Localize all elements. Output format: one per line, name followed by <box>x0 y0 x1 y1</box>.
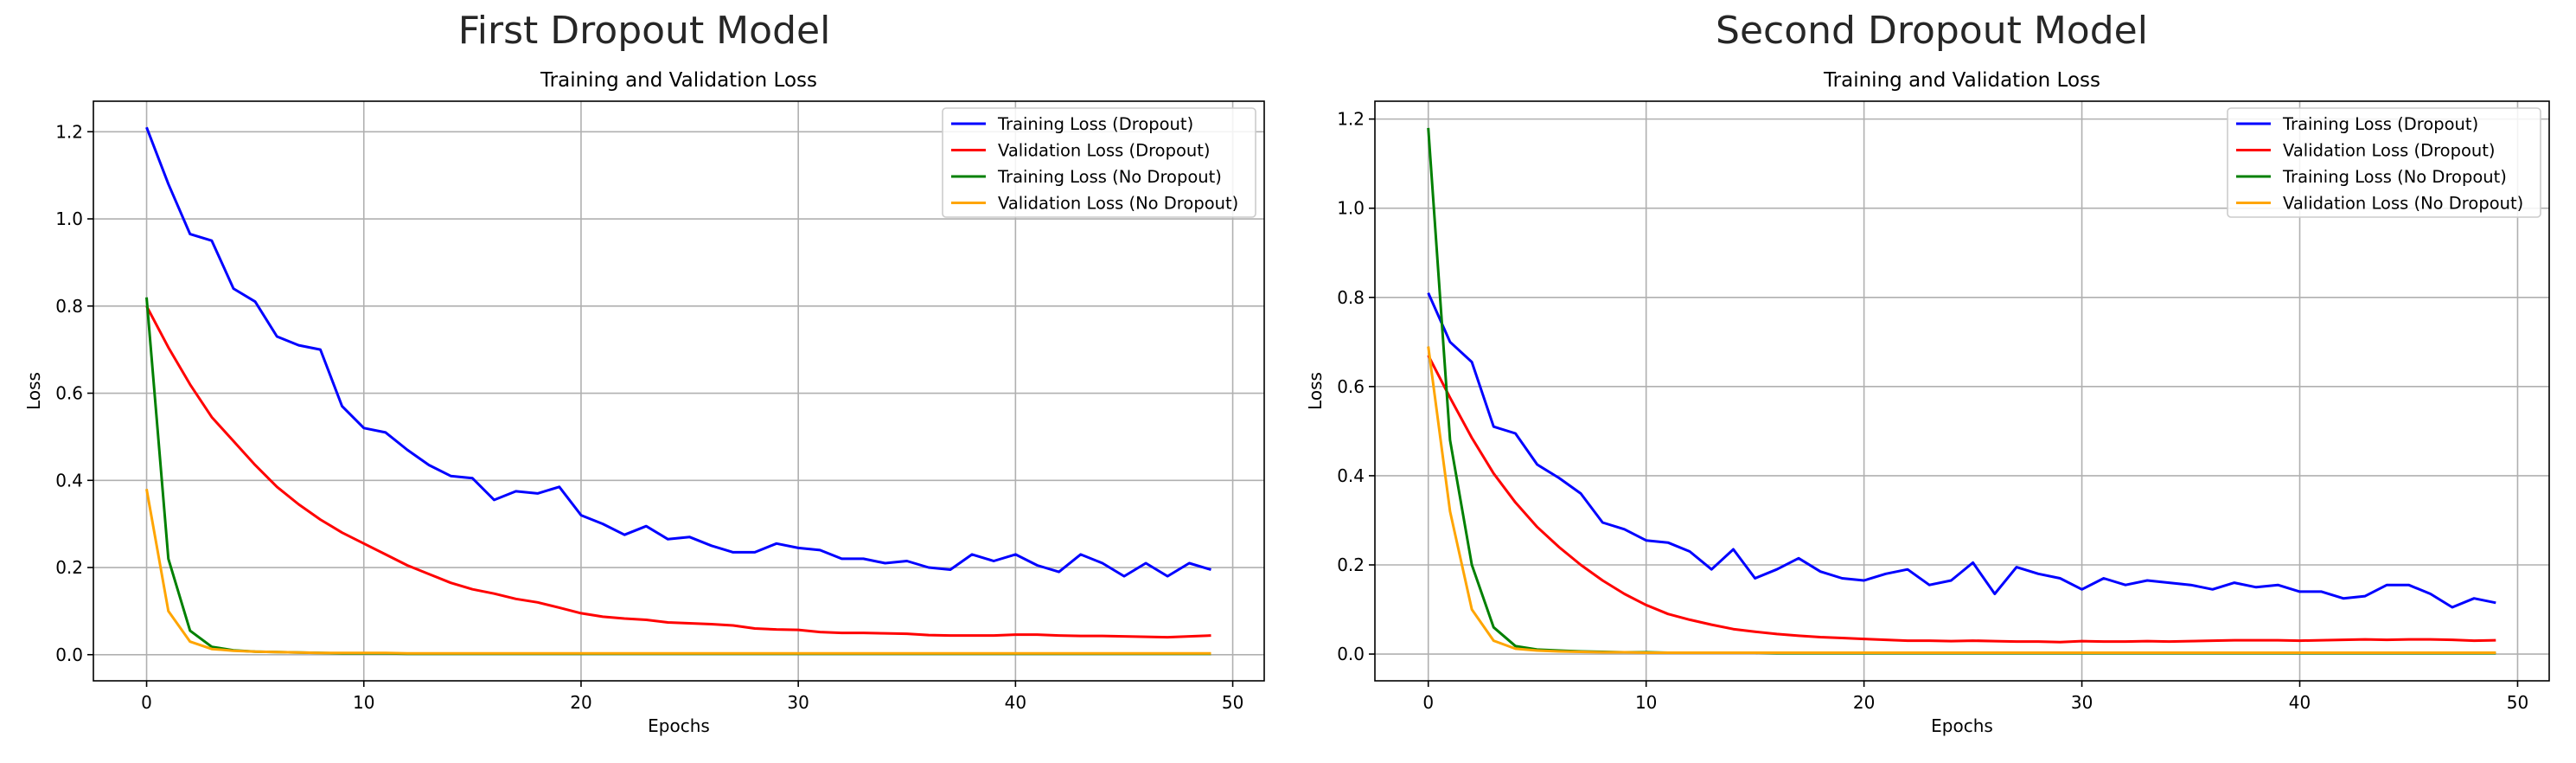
loss-chart-2: 0 10 20 30 40 50 0.0 0.2 0.4 0.6 0.8 1.0 1.2 Training… <box>1305 69 2550 736</box>
chart-1-series-line-1 <box>145 126 1211 578</box>
chart-1-series-line-3 <box>145 297 1211 656</box>
chart-2-x-tick-label: 30 <box>2071 692 2093 713</box>
chart-2-x-tick-label: 0 <box>1422 692 1434 713</box>
chart-1-title: Training and Validation Loss <box>540 69 817 92</box>
chart-2-x-tick-label: 40 <box>2289 692 2311 713</box>
chart-2-y-axis-label: Loss <box>1305 372 1326 410</box>
chart-2-legend-label-4: Validation Loss (No Dropout) <box>2283 194 2523 214</box>
chart-2-series-line-2 <box>1427 355 2496 644</box>
chart-2-x-tick-label: 50 <box>2507 692 2528 713</box>
chart-2-title: Training and Validation Loss <box>1823 69 2100 92</box>
chart-2-y-tick-label: 0.0 <box>1337 644 1365 664</box>
chart-2-y-tick-label: 1.2 <box>1337 109 1365 130</box>
chart-1-x-axis-label: Epochs <box>648 715 710 736</box>
figure-title-2: Second Dropout Model <box>1716 9 2148 53</box>
chart-2-series-line-4 <box>1427 346 2496 654</box>
chart-1-x-tick-label: 30 <box>787 692 809 713</box>
chart-1-series-line-4 <box>145 489 1211 655</box>
chart-1-x-tick-label: 40 <box>1005 692 1026 713</box>
figure-title-1: First Dropout Model <box>457 9 831 53</box>
chart-1-y-tick-label: 1.2 <box>55 121 83 142</box>
chart-1-x-tick-label: 50 <box>1222 692 1243 713</box>
chart-1-y-tick-label: 0.4 <box>55 470 83 490</box>
chart-2-y-tick-label: 0.4 <box>1337 465 1365 486</box>
chart-1-y-tick-label: 1.0 <box>55 208 83 229</box>
chart-1-series-line-2 <box>145 305 1211 639</box>
chart-1-y-tick-label: 0.6 <box>55 383 83 404</box>
chart-2-legend-label-3: Training Loss (No Dropout) <box>2282 167 2507 187</box>
chart-2-y-tick-label: 1.0 <box>1337 198 1365 219</box>
chart-1-y-axis-label: Loss <box>23 372 44 410</box>
chart-1-y-tick-label: 0.8 <box>55 296 83 317</box>
chart-2-legend-label-2: Validation Loss (Dropout) <box>2283 141 2496 161</box>
chart-1-legend-box <box>942 107 1256 218</box>
chart-2-axes-frame <box>1374 100 2550 682</box>
chart-2-x-axis-label: Epochs <box>1931 715 1993 736</box>
chart-2-y-tick-label: 0.8 <box>1337 287 1365 308</box>
chart-1-legend-label-4: Validation Loss (No Dropout) <box>998 194 1238 214</box>
chart-2-legend-box <box>2227 107 2541 218</box>
chart-2-y-tick-label: 0.6 <box>1337 376 1365 397</box>
chart-panel-2: Second Dropout Model 0 10 20 30 40 50 0.0 0.2 0.… <box>1288 0 2576 763</box>
chart-2-y-tick-label: 0.2 <box>1337 555 1365 575</box>
chart-2-legend-label-1: Training Loss (Dropout) <box>2282 114 2478 134</box>
chart-1-x-tick-label: 10 <box>353 692 374 713</box>
chart-1-x-tick-label: 20 <box>570 692 591 713</box>
chart-1-y-tick-label: 0.0 <box>55 644 83 665</box>
chart-1-legend-label-2: Validation Loss (Dropout) <box>998 141 1211 161</box>
chart-1-x-tick-label: 0 <box>141 692 152 713</box>
loss-chart-1: 0 10 20 30 40 50 0.0 0.2 0.4 0.6 0.8 1.0 1.2 Training… <box>23 69 1265 736</box>
chart-2-series-line-1 <box>1427 292 2496 609</box>
chart-1-legend-label-1: Training Loss (Dropout) <box>997 114 1193 134</box>
chart-1-legend-label-3: Training Loss (No Dropout) <box>997 167 1222 187</box>
chart-1-axes-frame <box>93 100 1265 682</box>
chart-2-x-tick-label: 10 <box>1635 692 1657 713</box>
chart-2-x-tick-label: 20 <box>1853 692 1875 713</box>
chart-panel-1: First Dropout Model 0 10 20 30 40 50 0.0 0.2 0.4… <box>23 9 1265 736</box>
chart-1-y-tick-label: 0.2 <box>55 557 83 578</box>
